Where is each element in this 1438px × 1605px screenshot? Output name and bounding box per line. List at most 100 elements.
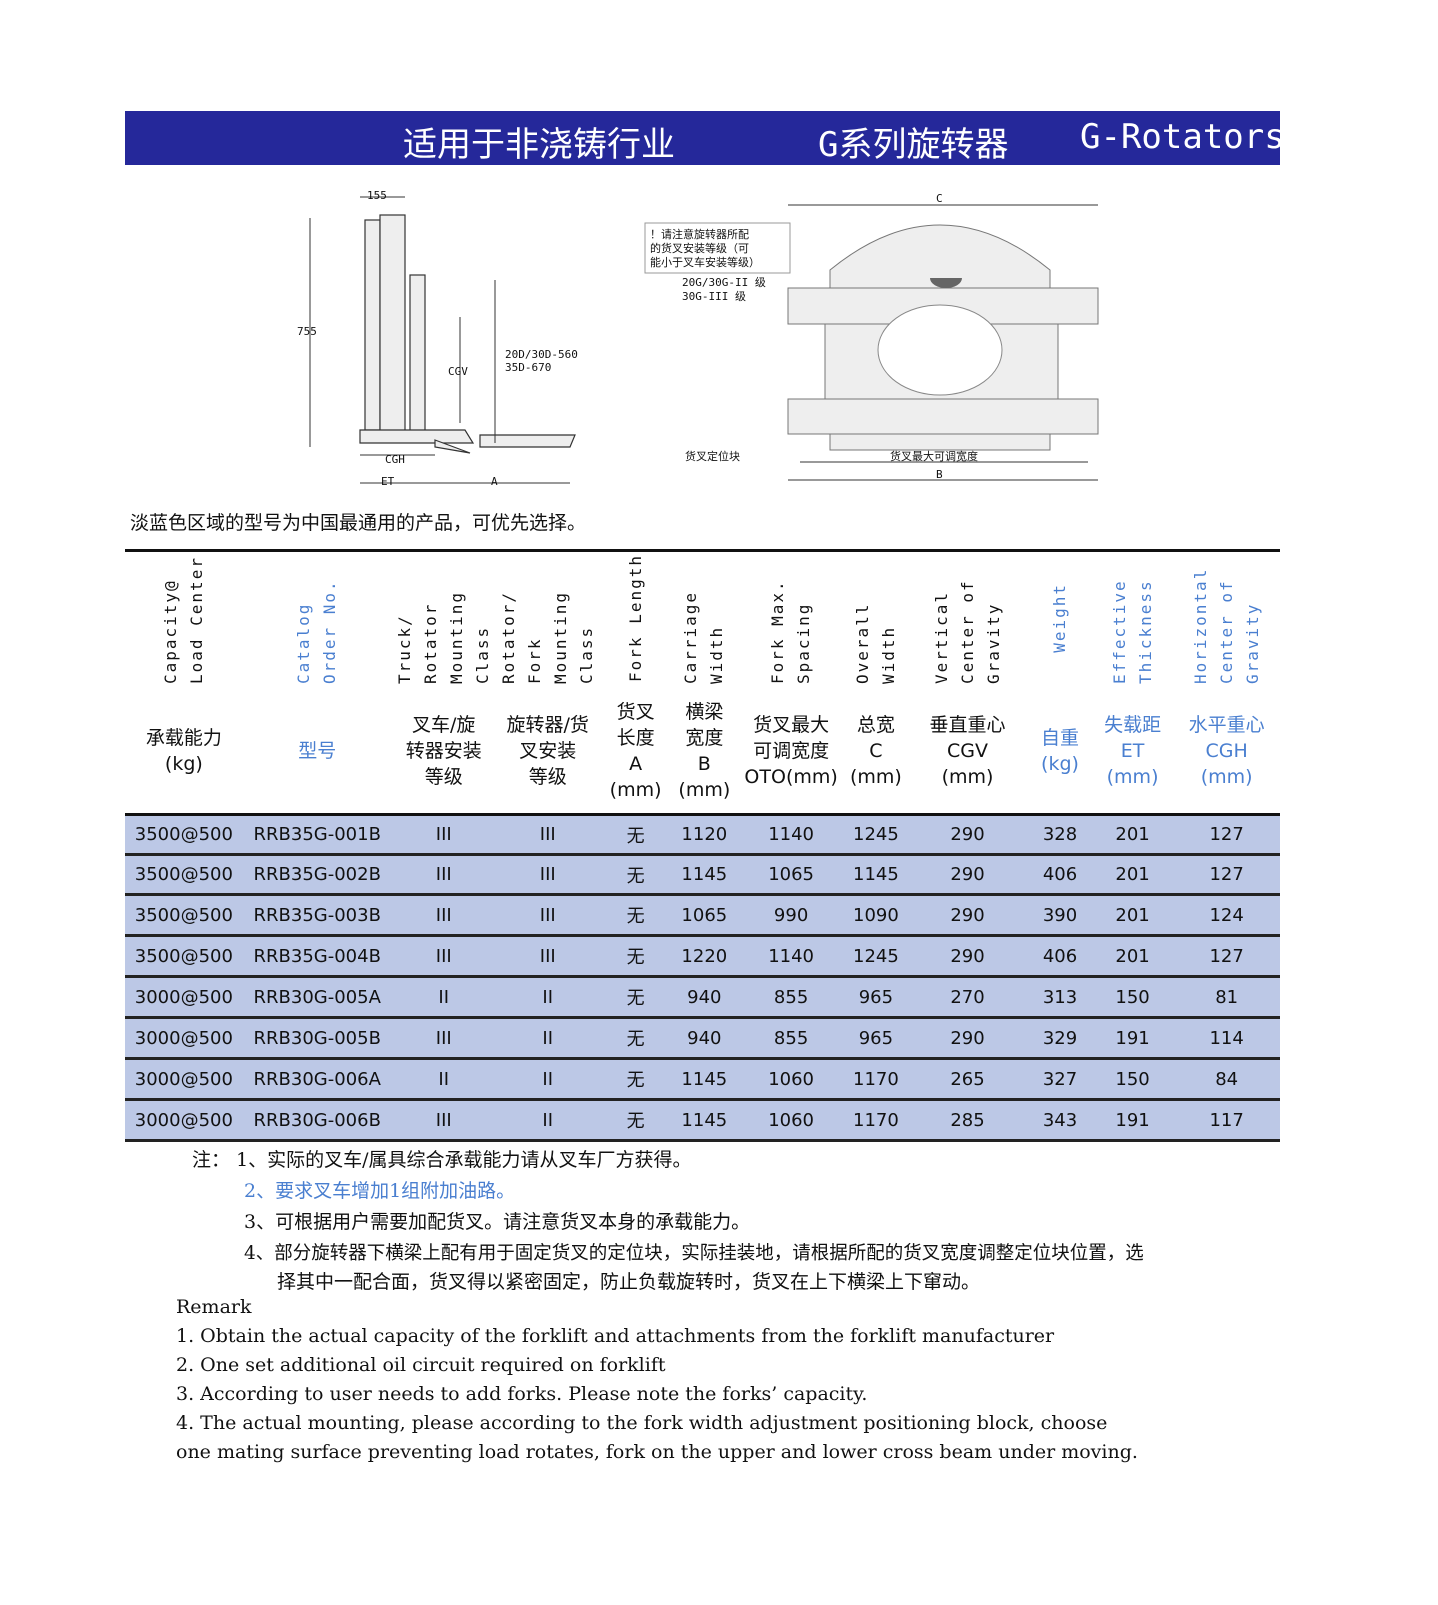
table-cell: III xyxy=(391,1099,496,1142)
table-cell: 285 xyxy=(906,1099,1029,1142)
table-cell: 1145 xyxy=(671,1099,738,1142)
table-cell: 127 xyxy=(1173,854,1280,896)
dim-cgh: CGH xyxy=(385,453,405,466)
table-cell: RRB30G-006A xyxy=(242,1058,392,1101)
table-cell: 无 xyxy=(599,976,672,1019)
table-row: 3000@500 RRB30G-005A II II 无 940 855 965 270 313 1… xyxy=(125,976,1280,1019)
header-en: Effective Thickness xyxy=(1091,549,1174,688)
table-cell: 265 xyxy=(906,1058,1029,1101)
table-cell: II xyxy=(391,976,496,1019)
table-cell: 855 xyxy=(737,1017,845,1060)
header-cn: 叉车/旋 转器安装 等级 xyxy=(391,688,496,816)
note-2: 2、要求叉车增加1组附加油路。 xyxy=(244,1180,516,1202)
header-en-text: Truck/ Rotator Mounting Class xyxy=(394,590,492,684)
front-view-diagram: C B ！请注意旋转器所配 的货叉安装等级（可 能小于叉车安装等级） 20G/3… xyxy=(640,190,1100,490)
table-cell: 406 xyxy=(1028,935,1092,978)
table-cell: 3500@500 xyxy=(125,935,243,978)
table-cell: 1120 xyxy=(671,814,738,856)
series-title: G系列旋转器 xyxy=(818,125,1009,165)
table-cell: III xyxy=(391,854,496,896)
table-cell: 1145 xyxy=(845,854,907,896)
header-cn: 承载能力 (kg) xyxy=(125,688,243,816)
notes-cn: 注： 1、实际的叉车/属具综合承载能力请从叉车厂方获得。 2、要求叉车增加1组附… xyxy=(192,1145,1144,1298)
english-title: G-Rotators xyxy=(1080,117,1285,157)
table-cell: 940 xyxy=(671,1017,738,1060)
table-cell: 201 xyxy=(1091,935,1174,978)
notes-prefix: 注： xyxy=(192,1149,231,1171)
header-en-text: Effective Thickness xyxy=(1109,579,1155,684)
table-cell: 313 xyxy=(1028,976,1092,1019)
dim-a: A xyxy=(491,475,498,488)
table-cell: 114 xyxy=(1173,1017,1280,1060)
table-cell: 965 xyxy=(845,976,907,1019)
table-row: 3000@500 RRB30G-006B III II 无 1145 1060 1170 285… xyxy=(125,1099,1280,1142)
header-en: Carriage Width xyxy=(671,549,738,688)
header-en: Horizontal Center of Gravity xyxy=(1173,549,1280,688)
table-cell: III xyxy=(391,814,496,856)
table-cell: 940 xyxy=(671,976,738,1019)
remark-3: 3. According to user needs to add forks.… xyxy=(176,1383,868,1405)
table-cell: 无 xyxy=(599,935,672,978)
table-cell: 1145 xyxy=(671,1058,738,1101)
table-row: 3000@500 RRB30G-006A II II 无 1145 1060 1170 265 3… xyxy=(125,1058,1280,1101)
table-cell: 1060 xyxy=(737,1099,845,1142)
table-cell: RRB35G-002B xyxy=(242,854,392,896)
table-cell: 127 xyxy=(1173,935,1280,978)
table-cell: III xyxy=(391,894,496,937)
note-3: 3、可根据用户需要加配货叉。请注意货叉本身的承载能力。 xyxy=(244,1211,751,1233)
header-en-text: Weight xyxy=(1049,583,1069,653)
preferred-note: 淡蓝色区域的型号为中国最通用的产品，可优先选择。 xyxy=(130,512,587,534)
header-en-text: Catalog Order No. xyxy=(294,579,340,684)
table-cell: 无 xyxy=(599,1099,672,1142)
table-cell: II xyxy=(391,1058,496,1101)
table-cell: 3000@500 xyxy=(125,1058,243,1101)
header-en: Vertical Center of Gravity xyxy=(906,549,1029,688)
header-cn: 总宽 C (mm) xyxy=(845,688,907,816)
table-cell: 117 xyxy=(1173,1099,1280,1142)
remark-1: 1. Obtain the actual capacity of the for… xyxy=(176,1325,1055,1347)
header-cn: 自重 (kg) xyxy=(1028,688,1092,816)
dim-et: ET xyxy=(381,475,395,488)
header-en: Capacity@ Load Center xyxy=(125,549,243,688)
header-cn: 失载距 ET (mm) xyxy=(1091,688,1174,816)
table-cell: RRB30G-006B xyxy=(242,1099,392,1142)
table-cell: III xyxy=(391,1017,496,1060)
header-en: Rotator/ Fork Mounting Class xyxy=(495,549,600,688)
fork-class-label: 20D/30D-560 xyxy=(505,348,578,361)
header-cn: 水平重心 CGH (mm) xyxy=(1173,688,1280,816)
header-en-text: Fork Length xyxy=(625,554,645,682)
remark-4-cont: one mating surface preventing load rotat… xyxy=(176,1441,1138,1463)
table-cell: 81 xyxy=(1173,976,1280,1019)
table-cell: RRB35G-004B xyxy=(242,935,392,978)
table-cell: 329 xyxy=(1028,1017,1092,1060)
header-cn: 垂直重心 CGV (mm) xyxy=(906,688,1029,816)
table-cell: RRB35G-003B xyxy=(242,894,392,937)
table-cell: RRB30G-005B xyxy=(242,1017,392,1060)
table-cell: 1060 xyxy=(737,1058,845,1101)
table-cell: 290 xyxy=(906,854,1029,896)
table-cell: 1140 xyxy=(737,814,845,856)
table-cell: 990 xyxy=(737,894,845,937)
table-cell: 84 xyxy=(1173,1058,1280,1101)
table-cell: 290 xyxy=(906,935,1029,978)
table-cell: 290 xyxy=(906,894,1029,937)
table-cell: 327 xyxy=(1028,1058,1092,1101)
remark-title: Remark xyxy=(176,1296,252,1318)
table-cell: 无 xyxy=(599,854,672,896)
front-view-drawing xyxy=(644,204,1099,481)
table-cell: 1220 xyxy=(671,935,738,978)
table-cell: 290 xyxy=(906,1017,1029,1060)
header-en-text: Carriage Width xyxy=(681,590,727,684)
table-cell: II xyxy=(495,1099,600,1142)
table-cell: 150 xyxy=(1091,1058,1174,1101)
header-en: Truck/ Rotator Mounting Class xyxy=(391,549,496,688)
table-row: 3500@500 RRB35G-002B III III 无 1145 1065 1145 29… xyxy=(125,854,1280,896)
table-cell: 无 xyxy=(599,814,672,856)
class-label-1: 20G/30G-II 级 xyxy=(682,276,766,289)
table-cell: II xyxy=(495,976,600,1019)
table-cell: 1140 xyxy=(737,935,845,978)
table-cell: 965 xyxy=(845,1017,907,1060)
title-banner: 适用于非浇铸行业 G系列旋转器 G-Rotators xyxy=(125,111,1285,165)
table-cell: 328 xyxy=(1028,814,1092,856)
header-cn: 货叉最大 可调宽度 OTO(mm) xyxy=(737,688,845,816)
